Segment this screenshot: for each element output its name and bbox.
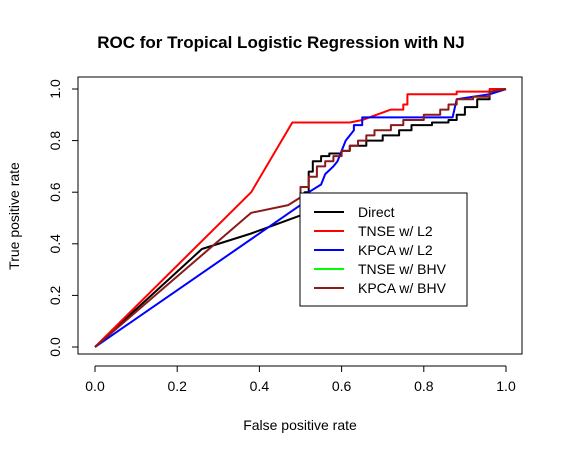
legend: Direct TNSE w/ L2 KPCA w/ L2 TNSE w/ BHV KPC… — [299, 192, 468, 307]
legend-label-direct: Direct — [358, 204, 395, 220]
series-layer — [94, 88, 507, 348]
x-axis-label: False positive rate — [243, 417, 357, 433]
legend-label-kpca-w-bhv: KPCA w/ BHV — [358, 280, 447, 296]
y-axis: 0.0 0.2 0.4 0.6 0.8 1.0 — [47, 79, 79, 357]
y-tick-label: 1.0 — [47, 79, 63, 99]
y-axis-label: True positive rate — [6, 162, 22, 270]
legend-label-kpca-w-l2: KPCA w/ L2 — [358, 242, 433, 258]
series-line-kpca-w-bhv — [94, 88, 507, 348]
x-tick-label: 0.0 — [85, 378, 105, 394]
series-line-direct — [94, 88, 507, 348]
y-tick-label: 0.0 — [47, 337, 63, 357]
x-tick-label: 0.2 — [167, 378, 187, 394]
y-tick-label: 0.2 — [47, 285, 63, 305]
x-tick-label: 0.4 — [250, 378, 270, 394]
legend-label-tnse-w-bhv: TNSE w/ BHV — [358, 261, 447, 277]
chart-title: ROC for Tropical Logistic Regression wit… — [97, 33, 464, 52]
y-tick-label: 0.6 — [47, 182, 63, 202]
y-tick-label: 0.8 — [47, 131, 63, 151]
x-tick-label: 1.0 — [496, 378, 516, 394]
legend-label-tnse-w-l2: TNSE w/ L2 — [358, 223, 433, 239]
y-tick-label: 0.4 — [47, 234, 63, 254]
x-tick-label: 0.6 — [332, 378, 352, 394]
series-line-kpca-w-l2 — [94, 88, 507, 348]
series-line-tnse-w-l2 — [94, 88, 506, 348]
x-axis: 0.0 0.2 0.4 0.6 0.8 1.0 — [85, 365, 516, 394]
x-tick-label: 0.8 — [414, 378, 434, 394]
